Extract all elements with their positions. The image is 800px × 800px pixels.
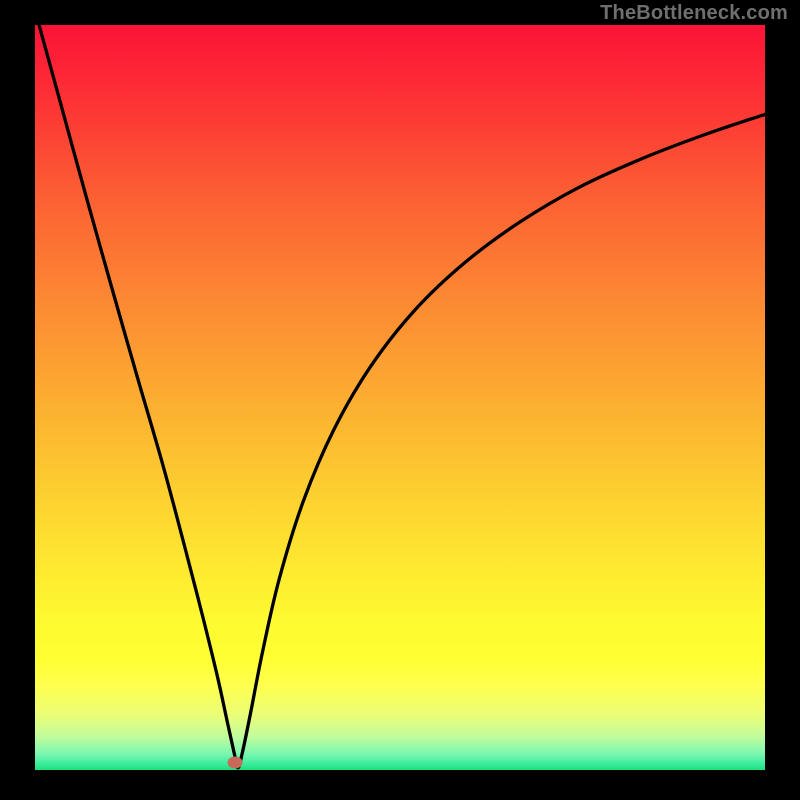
gradient-background <box>0 0 800 800</box>
minimum-marker <box>228 757 243 769</box>
chart-container: TheBottleneck.com <box>0 0 800 800</box>
watermark-text: TheBottleneck.com <box>600 2 788 25</box>
